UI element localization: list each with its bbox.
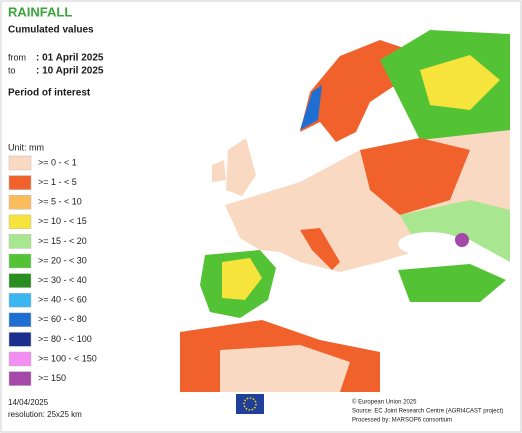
legend-swatch (8, 234, 32, 249)
title: RAINFALL (8, 4, 72, 19)
subtitle: Cumulated values (8, 25, 94, 36)
land-britain (226, 138, 256, 196)
land-ireland (212, 160, 226, 182)
legend-swatch (8, 175, 32, 190)
legend-label: >= 150 (38, 373, 66, 383)
black-sea (398, 232, 462, 256)
land-scandinavia (300, 40, 410, 142)
legend-swatch (8, 194, 32, 210)
land-italy (300, 228, 340, 270)
to-value: : 10 April 2025 (36, 66, 104, 77)
legend-swatch (8, 214, 32, 230)
unit: Unit: mm (8, 142, 44, 152)
period: Period of interest (8, 88, 91, 99)
legend-swatch (8, 273, 32, 288)
legend-label: >= 80 - < 100 (38, 334, 92, 344)
rain-patch (455, 233, 469, 247)
rain-patch (360, 138, 470, 215)
rain-patch (420, 55, 500, 110)
eu-logo (236, 394, 264, 414)
legend-swatch (8, 292, 32, 308)
legend-swatch (8, 332, 32, 347)
legend-swatch (8, 155, 32, 171)
rain-patch (300, 85, 322, 130)
legend-label: >= 0 - < 1 (38, 157, 77, 167)
resolution: resolution: 25x25 km (8, 410, 82, 419)
legend-label: >= 100 - < 150 (38, 353, 97, 363)
source: Source: EC Joint Research Centre (AGRI4C… (352, 409, 503, 415)
legend-swatch (8, 371, 32, 386)
to-label: to (8, 65, 16, 75)
date: 14/04/2025 (8, 398, 49, 407)
legend-swatch (8, 253, 32, 269)
legend-swatch (8, 312, 32, 328)
legend-label: >= 60 - < 80 (38, 314, 87, 324)
legend-label: >= 40 - < 60 (38, 295, 87, 305)
legend-label: >= 5 - < 10 (38, 197, 82, 207)
map (180, 30, 510, 392)
legend-label: >= 20 - < 30 (38, 255, 87, 265)
land-turkey (398, 264, 506, 302)
legend-label: >= 10 - < 15 (38, 216, 87, 226)
legend-label: >= 15 - < 20 (38, 236, 87, 246)
land-north-africa-dry (220, 345, 350, 392)
processed: Processed by: MARSOP6 consortium (352, 418, 452, 424)
from-label: from (8, 52, 26, 62)
legend-swatch (8, 351, 32, 367)
legend-label: >= 30 - < 40 (38, 275, 87, 285)
rain-patch (222, 258, 262, 300)
copyright: © European Union 2025 (352, 399, 417, 406)
legend-label: >= 1 - < 5 (38, 177, 77, 187)
from-value: : 01 April 2025 (36, 53, 104, 64)
